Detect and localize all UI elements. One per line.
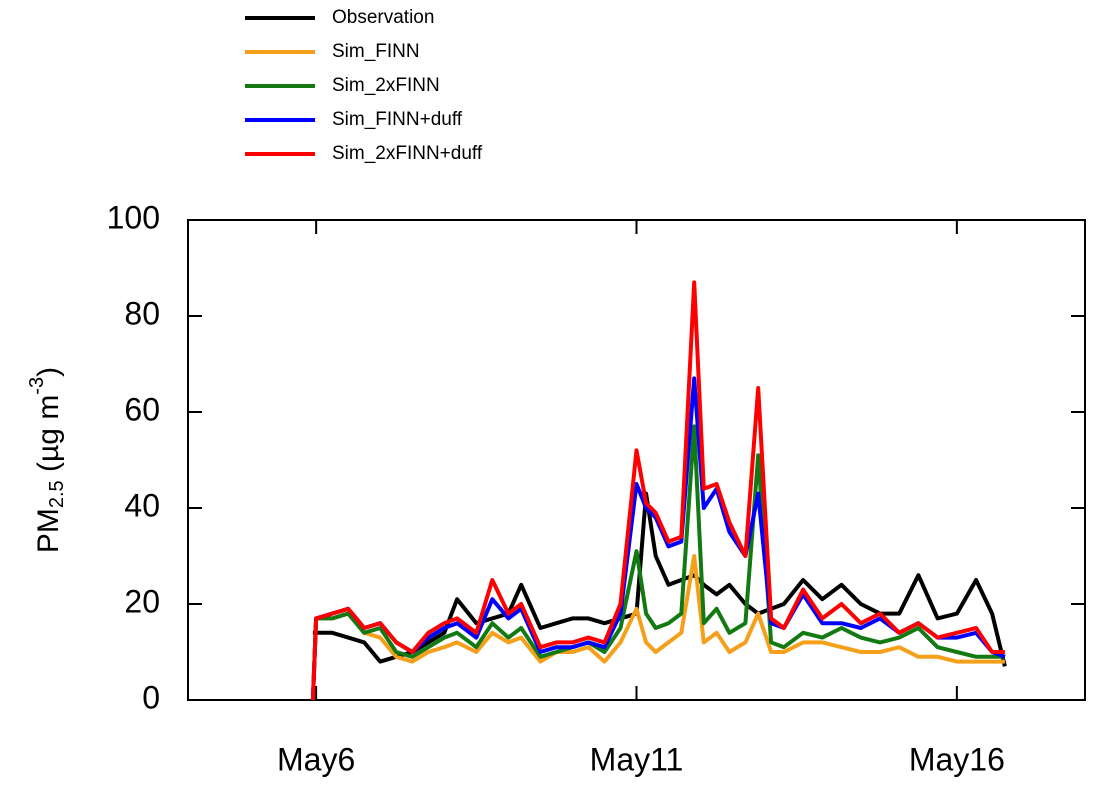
x-tick-label: May6 xyxy=(277,741,355,777)
y-label-sub: 2.5 xyxy=(46,480,68,508)
series-line xyxy=(310,280,1005,701)
y-tick-label: 80 xyxy=(124,295,160,331)
y-tick-label: 100 xyxy=(107,199,160,235)
x-tick-label: May11 xyxy=(590,741,684,777)
y-axis-label: PM2.5 (µg m-3) xyxy=(26,367,68,553)
series-line xyxy=(310,424,1005,701)
legend-label: Sim_2xFINN xyxy=(332,75,440,96)
legend-label: Sim_FINN+duff xyxy=(332,109,463,130)
y-tick-label: 60 xyxy=(124,391,160,427)
x-tick-label: May16 xyxy=(909,741,1005,777)
series-line xyxy=(310,554,1005,701)
y-label-sup: -3 xyxy=(26,377,48,395)
y-label-part: PM xyxy=(32,508,65,553)
legend-label: Sim_2xFINN+duff xyxy=(332,143,483,164)
y-tick-label: 40 xyxy=(124,487,160,523)
y-tick-label: 0 xyxy=(142,679,160,715)
legend-label: Sim_FINN xyxy=(332,41,420,62)
legend-label: Observation xyxy=(332,7,434,28)
y-label-part: ) xyxy=(32,367,65,377)
y-label-part: (µg m xyxy=(32,395,65,481)
y-tick-label: 20 xyxy=(124,583,160,619)
